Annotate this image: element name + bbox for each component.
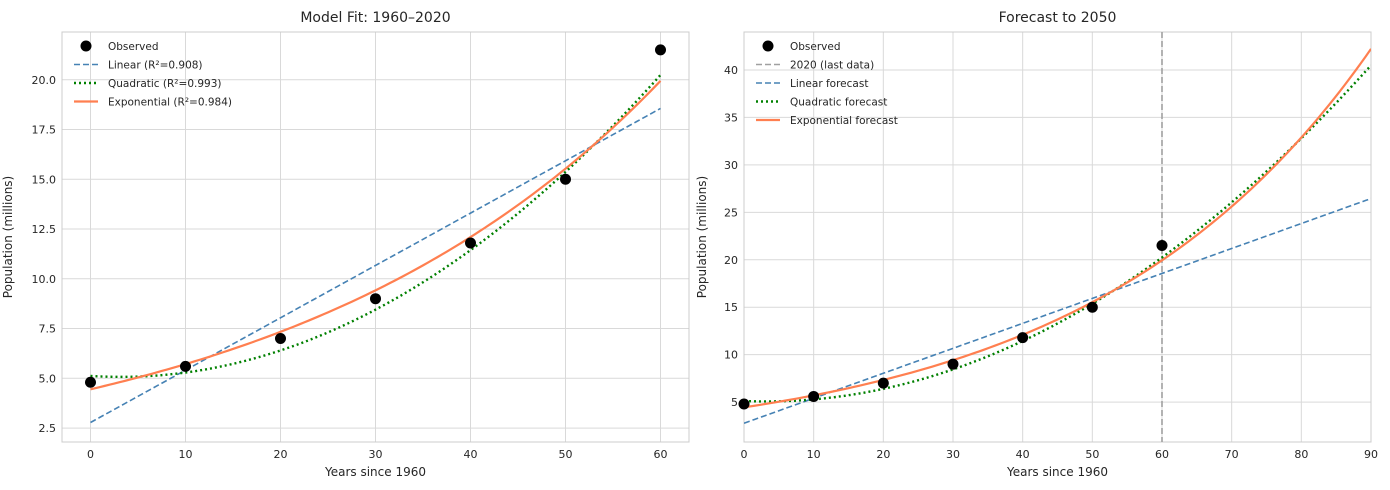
plot-area: [744, 32, 1371, 442]
y-tick-label: 20.0: [32, 74, 57, 87]
x-tick-label: 20: [274, 448, 288, 461]
legend-marker-observed: [762, 40, 774, 52]
y-tick-label: 10.0: [32, 273, 57, 286]
y-tick-label: 25: [724, 206, 738, 219]
chart-title: Model Fit: 1960–2020: [300, 10, 450, 26]
x-tick-label: 10: [807, 448, 821, 461]
x-tick-label: 80: [1294, 448, 1308, 461]
x-tick-label: 60: [654, 448, 668, 461]
legend-label: Observed: [108, 41, 159, 53]
observed-point: [947, 358, 959, 370]
x-tick-label: 50: [559, 448, 573, 461]
observed-point: [180, 360, 191, 372]
y-tick-label: 2.5: [39, 422, 57, 435]
observed-point: [1156, 240, 1168, 252]
y-tick-label: 5.0: [39, 372, 57, 385]
x-tick-label: 70: [1225, 448, 1239, 461]
y-tick-label: 40: [724, 64, 738, 77]
observed-point: [1086, 301, 1098, 313]
x-tick-label: 10: [179, 448, 193, 461]
legend-label: 2020 (last data): [790, 60, 874, 72]
x-tick-label: 30: [946, 448, 960, 461]
chart-panel-1: 0 10 20 30 40 50 60 2.5 5.0 7.5 10.0 12.5 15.0 17.5 20…: [1, 10, 690, 479]
chart-title: Forecast to 2050: [999, 10, 1117, 26]
legend-label: Linear forecast: [790, 78, 868, 90]
x-tick-label: 0: [741, 448, 748, 461]
y-tick-label: 5: [731, 396, 738, 409]
observed-point: [370, 293, 381, 305]
legend-label: Exponential (R²=0.984): [108, 97, 232, 109]
chart-panel-2: 0 10 20 30 40 50 60 70 80 90 5 10 15 20 25 30 35 40 Foreca…: [695, 10, 1378, 479]
legend: Observed 2020 (last data) Linear forecast Q…: [756, 40, 898, 127]
observed-point: [275, 333, 286, 345]
observed-point: [877, 377, 889, 389]
legend-marker-observed: [80, 40, 92, 52]
y-tick-label: 35: [724, 111, 738, 124]
y-tick-label: 20: [724, 254, 738, 267]
observed-point: [655, 44, 666, 56]
legend-label: Linear (R²=0.908): [108, 60, 203, 72]
observed-point: [85, 376, 96, 388]
x-axis-label: Years since 1960: [324, 465, 426, 479]
observed-point: [738, 398, 750, 410]
x-tick-label: 90: [1364, 448, 1378, 461]
legend: Observed Linear (R²=0.908) Quadratic (R²=0…: [74, 40, 232, 109]
observed-point: [808, 390, 820, 402]
x-tick-label: 40: [464, 448, 478, 461]
x-tick-label: 20: [876, 448, 890, 461]
x-tick-label: 60: [1155, 448, 1169, 461]
legend-label: Quadratic (R²=0.993): [108, 78, 221, 90]
series-line-quadratic: [90, 74, 662, 379]
plot-frame: [743, 31, 1372, 443]
x-tick-label: 0: [87, 448, 94, 461]
y-tick-label: 17.5: [32, 124, 57, 137]
y-tick-label: 12.5: [32, 223, 57, 236]
observed-point: [1017, 332, 1029, 344]
x-tick-label: 40: [1016, 448, 1030, 461]
legend-label: Observed: [790, 41, 841, 53]
x-tick-label: 50: [1085, 448, 1099, 461]
legend-label: Exponential forecast: [790, 115, 898, 127]
observed-point: [560, 173, 571, 185]
x-tick-label: 30: [369, 448, 383, 461]
observed-point: [465, 237, 476, 249]
y-tick-label: 7.5: [39, 323, 57, 336]
series-line-linear: [744, 197, 1371, 424]
y-tick-label: 15: [724, 301, 738, 314]
y-axis-label: Population (millions): [695, 176, 709, 298]
y-tick-label: 15.0: [32, 173, 57, 186]
series-line-exponential: [744, 48, 1371, 409]
x-axis-label: Years since 1960: [1006, 465, 1108, 479]
y-tick-label: 10: [724, 349, 738, 362]
plot-frame: [61, 31, 690, 443]
y-tick-label: 30: [724, 159, 738, 172]
series-line-quadratic: [744, 64, 1371, 403]
y-axis-label: Population (millions): [1, 176, 15, 298]
legend-label: Quadratic forecast: [790, 97, 887, 109]
